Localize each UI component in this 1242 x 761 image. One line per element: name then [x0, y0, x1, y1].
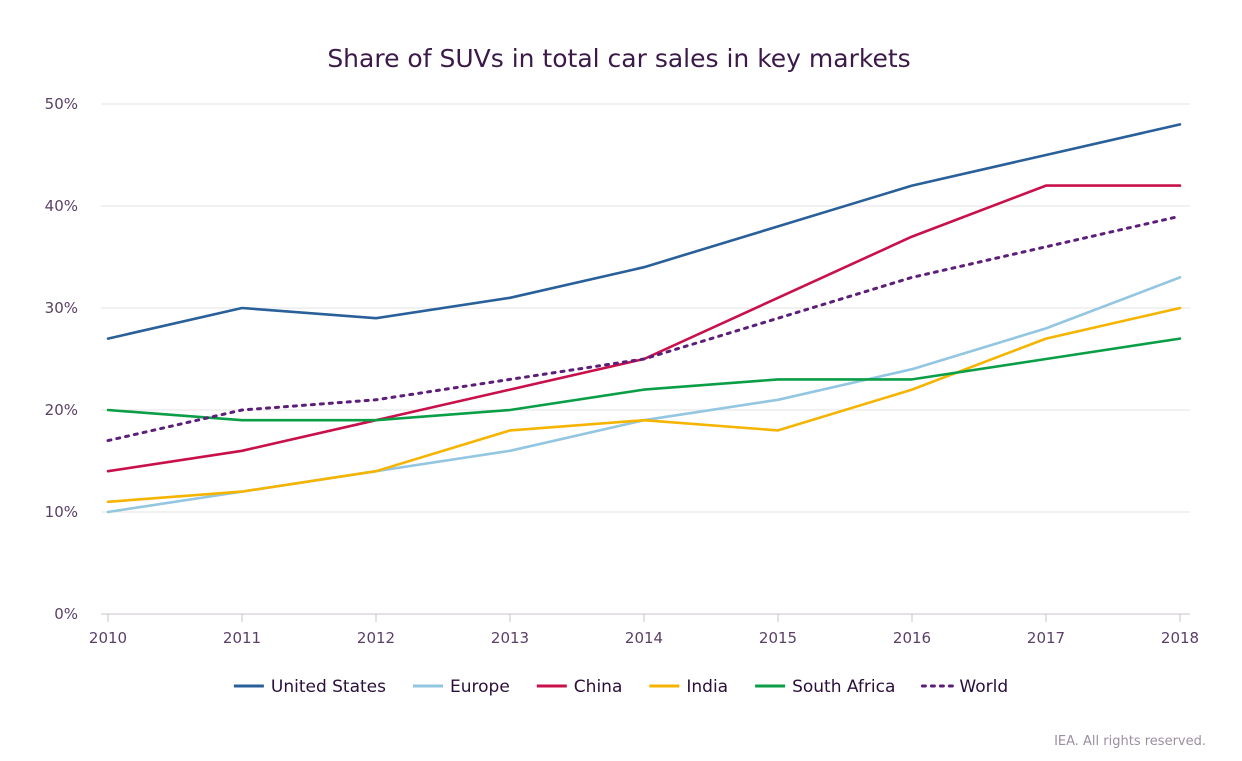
y-tick-label: 0%	[54, 605, 78, 623]
legend-label: India	[686, 677, 728, 697]
x-tick-label: 2014	[625, 629, 663, 647]
legend-item-india: India	[649, 677, 728, 697]
x-tick-label: 2011	[223, 629, 261, 647]
series-lines	[106, 123, 1182, 514]
y-tick-label: 20%	[45, 401, 78, 419]
legend-item-united-states: United States	[233, 677, 386, 697]
series-line-europe	[106, 276, 1182, 514]
x-tick-label: 2015	[759, 629, 797, 647]
series-line-india	[106, 306, 1182, 504]
legend-label: Europe	[450, 677, 510, 697]
series-line-united-states	[106, 123, 1182, 340]
legend-label: China	[574, 677, 623, 697]
legend-item-europe: Europe	[413, 677, 510, 697]
series-line-world	[106, 214, 1182, 443]
x-tick-label: 2012	[357, 629, 395, 647]
legend-label: South Africa	[792, 677, 895, 697]
legend-item-world: World	[920, 677, 1008, 697]
series-line-south-africa	[106, 337, 1182, 422]
y-tick-label: 40%	[45, 197, 78, 215]
legend-label: United States	[271, 677, 386, 697]
credit-text: IEA. All rights reserved.	[1054, 734, 1206, 749]
legend-label: World	[959, 677, 1008, 697]
gridlines	[101, 103, 1190, 513]
y-tick-label: 50%	[45, 95, 78, 113]
x-tick-label: 2017	[1027, 629, 1065, 647]
series-line-china	[106, 184, 1182, 473]
x-tick-label: 2016	[893, 629, 931, 647]
x-tick-label: 2013	[491, 629, 529, 647]
x-tick-label: 2018	[1161, 629, 1199, 647]
y-tick-label: 30%	[45, 299, 78, 317]
axes: 0% 10% 20% 30% 40% 50% 2010 2011 2012 2013 2014 201…	[45, 95, 1199, 647]
legend-item-south-africa: South Africa	[755, 677, 895, 697]
x-tick-label: 2010	[89, 629, 127, 647]
chart-title: Share of SUVs in total car sales in key …	[327, 44, 910, 73]
legend-item-china: China	[536, 677, 623, 697]
legend: United States Europe China India South Afric…	[233, 677, 1008, 697]
y-tick-label: 10%	[45, 503, 78, 521]
